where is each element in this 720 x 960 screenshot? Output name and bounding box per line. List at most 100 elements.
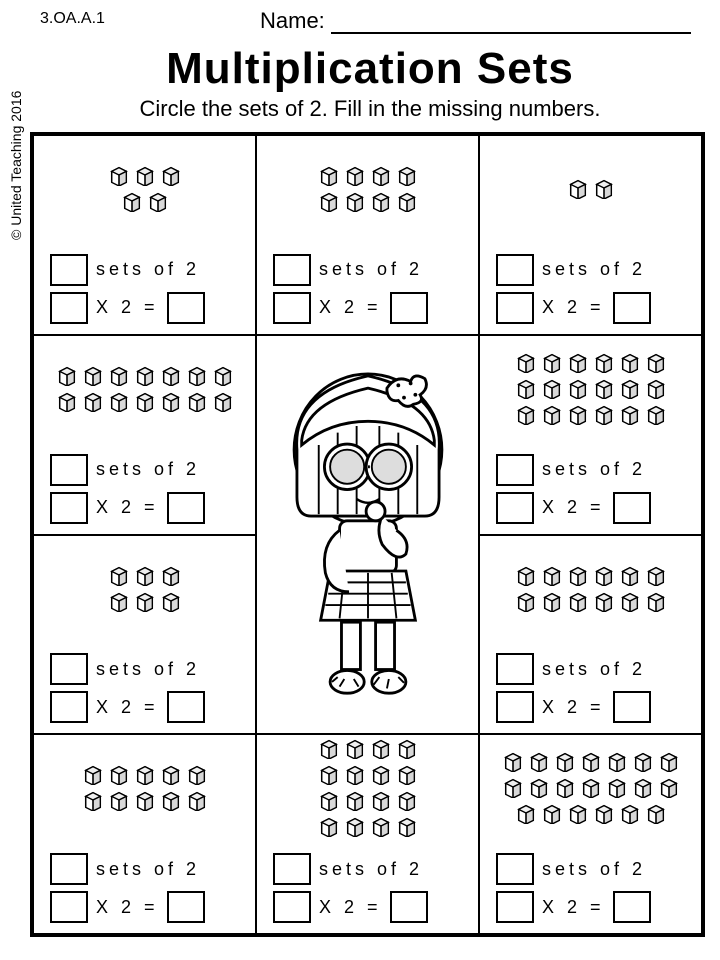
multiplier-box[interactable] — [496, 691, 534, 723]
equation-row: X 2 = — [496, 891, 695, 923]
cube-icon — [593, 590, 615, 612]
cube-icon — [318, 190, 340, 212]
cube-icon — [541, 377, 563, 399]
multiplier-box[interactable] — [50, 691, 88, 723]
product-box[interactable] — [167, 691, 205, 723]
cube-icon — [645, 403, 667, 425]
cube-icon — [658, 776, 680, 798]
sets-label: sets of 2 — [542, 259, 646, 280]
cube-icon — [344, 815, 366, 837]
cube-icon — [344, 763, 366, 785]
sets-count-box[interactable] — [496, 254, 534, 286]
cube-icon — [160, 164, 182, 186]
cube-icon — [108, 590, 130, 612]
sets-row: sets of 2 — [50, 454, 249, 486]
cube-icon — [593, 351, 615, 373]
product-box[interactable] — [167, 292, 205, 324]
sets-count-box[interactable] — [50, 853, 88, 885]
multiplier-box[interactable] — [273, 292, 311, 324]
cube-icon — [186, 364, 208, 386]
sets-label: sets of 2 — [96, 259, 200, 280]
sets-row: sets of 2 — [50, 853, 249, 885]
product-box[interactable] — [167, 891, 205, 923]
multiplier-box[interactable] — [496, 492, 534, 524]
worksheet-cell: sets of 2 X 2 = — [33, 135, 256, 335]
cube-icon — [502, 750, 524, 772]
equation-row: X 2 = — [50, 492, 249, 524]
center-illustration-cell — [256, 335, 479, 735]
worksheet-grid: sets of 2 X 2 = — [30, 132, 705, 937]
product-box[interactable] — [390, 891, 428, 923]
cube-icon — [370, 164, 392, 186]
sets-count-box[interactable] — [496, 653, 534, 685]
equation-row: X 2 = — [50, 891, 249, 923]
sets-count-box[interactable] — [496, 853, 534, 885]
cube-icon — [82, 789, 104, 811]
cube-icon — [541, 351, 563, 373]
cube-group — [108, 144, 182, 232]
multiplier-box[interactable] — [273, 891, 311, 923]
cube-icon — [134, 164, 156, 186]
equation-row: X 2 = — [50, 691, 249, 723]
cube-icon — [528, 750, 550, 772]
standard-code: 3.OA.A.1 — [40, 10, 105, 28]
cube-icon — [515, 351, 537, 373]
product-box[interactable] — [613, 691, 651, 723]
name-blank-line[interactable] — [331, 12, 691, 34]
cube-icon — [344, 737, 366, 759]
multiplier-box[interactable] — [50, 891, 88, 923]
cube-icon — [134, 590, 156, 612]
cube-icon — [645, 590, 667, 612]
cube-icon — [593, 177, 615, 199]
sets-count-box[interactable] — [273, 254, 311, 286]
cube-icon — [567, 377, 589, 399]
product-box[interactable] — [167, 492, 205, 524]
cube-icon — [134, 789, 156, 811]
cube-icon — [593, 802, 615, 824]
cube-group — [82, 743, 208, 831]
sets-count-box[interactable] — [50, 254, 88, 286]
sets-row: sets of 2 — [273, 853, 472, 885]
cube-icon — [121, 190, 143, 212]
cube-icon — [632, 776, 654, 798]
cube-icon — [567, 177, 589, 199]
worksheet-cell: sets of 2 X 2 = — [479, 734, 702, 934]
times-label: X 2 = — [319, 897, 382, 918]
multiplier-box[interactable] — [496, 292, 534, 324]
times-label: X 2 = — [96, 897, 159, 918]
cube-icon — [606, 750, 628, 772]
product-box[interactable] — [613, 292, 651, 324]
cube-icon — [554, 750, 576, 772]
cube-icon — [108, 564, 130, 586]
cube-icon — [82, 763, 104, 785]
cube-icon — [344, 164, 366, 186]
product-box[interactable] — [613, 891, 651, 923]
product-box[interactable] — [390, 292, 428, 324]
cube-icon — [541, 590, 563, 612]
cube-icon — [619, 590, 641, 612]
sets-count-box[interactable] — [50, 454, 88, 486]
name-label: Name: — [260, 8, 325, 34]
equation-row: X 2 = — [273, 891, 472, 923]
sets-count-box[interactable] — [50, 653, 88, 685]
cube-icon — [528, 776, 550, 798]
cube-icon — [645, 377, 667, 399]
product-box[interactable] — [613, 492, 651, 524]
cube-icon — [370, 815, 392, 837]
sets-count-box[interactable] — [273, 853, 311, 885]
cube-icon — [160, 564, 182, 586]
worksheet-cell: sets of 2 X 2 = — [479, 535, 702, 735]
cube-icon — [658, 750, 680, 772]
cube-icon — [56, 390, 78, 412]
cube-icon — [160, 364, 182, 386]
sets-count-box[interactable] — [496, 454, 534, 486]
sets-row: sets of 2 — [273, 254, 472, 286]
cube-icon — [645, 351, 667, 373]
equation-row: X 2 = — [496, 492, 695, 524]
sets-label: sets of 2 — [96, 859, 200, 880]
cube-icon — [515, 403, 537, 425]
multiplier-box[interactable] — [496, 891, 534, 923]
multiplier-box[interactable] — [50, 292, 88, 324]
multiplier-box[interactable] — [50, 492, 88, 524]
equation-row: X 2 = — [496, 292, 695, 324]
